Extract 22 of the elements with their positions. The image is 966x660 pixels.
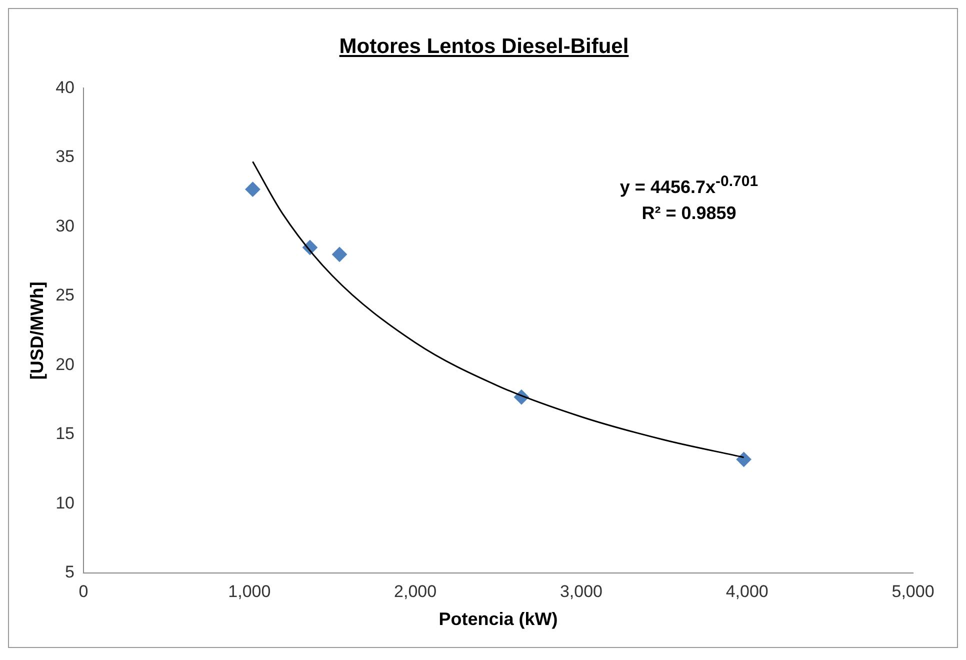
y-axis-title: [USD/MWh] bbox=[26, 282, 47, 380]
point bbox=[736, 452, 752, 467]
point bbox=[245, 182, 260, 197]
y-tick-label: 10 bbox=[56, 493, 75, 512]
x-tick-label: 2,000 bbox=[394, 582, 437, 601]
annotation: y = 4456.7x$^{-0.701}$ bbox=[618, 172, 760, 199]
x-tick-label: 1,000 bbox=[228, 582, 271, 601]
chart-title: Motores Lentos Diesel-Bifuel bbox=[338, 35, 630, 59]
x-axis-title: Potencia (kW) bbox=[438, 609, 558, 630]
x-tick-label: 0 bbox=[78, 582, 88, 601]
y-tick-label: 25 bbox=[56, 286, 75, 305]
y-tick-label: 15 bbox=[56, 424, 75, 444]
x-tick-label: 3,000 bbox=[560, 582, 602, 601]
y-tick-label: 35 bbox=[56, 147, 75, 166]
annotation: R² = 0.9859 bbox=[640, 202, 738, 225]
x-tick-label: 5,000 bbox=[892, 582, 934, 601]
y-tick-label: 30 bbox=[56, 216, 75, 236]
y-tick-label: 20 bbox=[56, 354, 75, 374]
y-tick-label: 40 bbox=[56, 78, 75, 97]
y-tick-label: 5 bbox=[65, 562, 75, 582]
point bbox=[332, 246, 347, 262]
x-tick-label: 4,000 bbox=[726, 582, 768, 601]
